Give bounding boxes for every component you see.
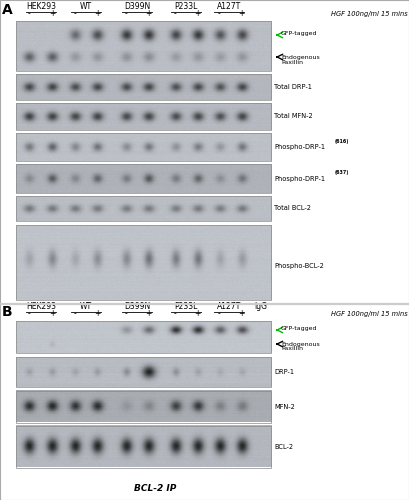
Bar (16, 133, 271, 161)
Text: Paxillin: Paxillin (281, 60, 303, 64)
Text: P233L: P233L (174, 2, 198, 11)
Text: GFP-tagged: GFP-tagged (281, 31, 317, 36)
Bar (16, 196, 271, 221)
Text: +: + (238, 309, 245, 318)
Text: Phospho-BCL-2: Phospho-BCL-2 (274, 263, 324, 269)
Text: Total MFN-2: Total MFN-2 (274, 114, 313, 119)
Text: IgG: IgG (254, 302, 267, 311)
Text: P233L: P233L (174, 302, 198, 311)
Text: HEK293: HEK293 (26, 2, 56, 11)
Text: -: - (125, 9, 127, 18)
Text: D399N: D399N (124, 2, 150, 11)
Text: -: - (218, 9, 220, 18)
Text: -: - (27, 9, 30, 18)
Text: Phospho-DRP-1: Phospho-DRP-1 (274, 144, 325, 150)
Text: Total DRP-1: Total DRP-1 (274, 84, 312, 90)
Text: B: B (2, 305, 13, 319)
Text: GFP-tagged: GFP-tagged (281, 326, 317, 331)
Bar (16, 357, 271, 387)
Text: HEK293: HEK293 (26, 302, 56, 311)
Bar (16, 426, 271, 468)
Text: -: - (174, 309, 176, 318)
Text: -: - (174, 9, 176, 18)
Text: -: - (125, 309, 127, 318)
Text: +: + (49, 309, 56, 318)
Text: Total BCL-2: Total BCL-2 (274, 206, 311, 212)
Bar (16, 21, 271, 71)
Text: +: + (145, 309, 152, 318)
Text: -: - (74, 9, 76, 18)
Text: +: + (94, 309, 101, 318)
Text: -: - (27, 309, 30, 318)
Text: D399N: D399N (124, 302, 150, 311)
Bar (16, 225, 271, 300)
Text: HGF 100ng/ml 15 mins: HGF 100ng/ml 15 mins (331, 11, 408, 17)
Text: Phospho-DRP-1: Phospho-DRP-1 (274, 176, 325, 182)
Text: BCL-2: BCL-2 (274, 444, 293, 450)
Text: A127T: A127T (217, 2, 241, 11)
Text: Endogenous: Endogenous (281, 54, 320, 60)
Bar (16, 391, 271, 422)
Text: (616): (616) (335, 138, 349, 143)
Text: A127T: A127T (217, 302, 241, 311)
Text: WT: WT (80, 302, 92, 311)
Text: DRP-1: DRP-1 (274, 369, 294, 375)
Text: BCL-2 IP: BCL-2 IP (134, 484, 177, 493)
Text: -: - (74, 309, 76, 318)
Text: -: - (218, 309, 220, 318)
Text: +: + (145, 9, 152, 18)
Text: A: A (2, 2, 13, 16)
Text: +: + (94, 9, 101, 18)
Text: +: + (194, 9, 201, 18)
Bar (16, 74, 271, 100)
Text: Endogenous: Endogenous (281, 342, 320, 346)
Text: HGF 100ng/ml 15 mins: HGF 100ng/ml 15 mins (331, 311, 408, 317)
Bar (16, 321, 271, 353)
Text: +: + (238, 9, 245, 18)
Text: +: + (194, 309, 201, 318)
Text: WT: WT (80, 2, 92, 11)
Bar (0, 304, 409, 500)
Text: (637): (637) (335, 170, 349, 175)
Bar (16, 103, 271, 130)
Text: Paxillin: Paxillin (281, 346, 303, 350)
Text: MFN-2: MFN-2 (274, 404, 295, 410)
Bar (0, 0, 409, 302)
Text: +: + (49, 9, 56, 18)
Bar (16, 164, 271, 193)
